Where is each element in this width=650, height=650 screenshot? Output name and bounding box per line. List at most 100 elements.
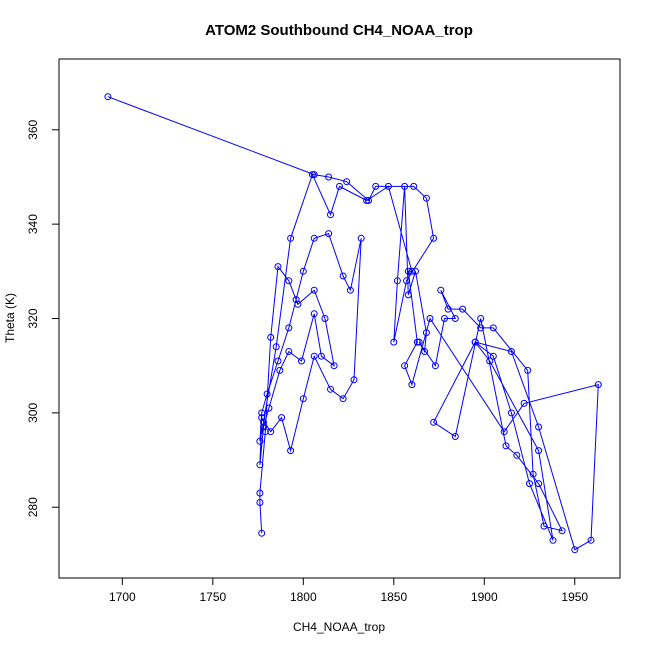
data-point: [441, 315, 448, 322]
data-point: [507, 409, 515, 417]
data-point: [325, 173, 333, 181]
data-point: [403, 277, 410, 285]
data-point: [431, 362, 439, 370]
data-point: [408, 267, 416, 275]
data-point: [408, 381, 416, 389]
data-point: [363, 197, 371, 204]
data-point: [256, 437, 264, 445]
data-point: [261, 428, 269, 436]
series-points: [104, 93, 602, 554]
data-point: [267, 333, 275, 341]
data-point: [477, 324, 485, 332]
data-point: [256, 461, 264, 469]
y-tick-label: 340: [26, 214, 40, 234]
data-point: [258, 529, 266, 537]
data-point: [327, 211, 334, 219]
data-point: [339, 272, 347, 280]
data-point: [298, 357, 305, 365]
data-point: [287, 234, 295, 242]
data-point: [520, 399, 528, 407]
data-point: [104, 93, 112, 101]
data-point: [274, 357, 282, 365]
data-point: [587, 536, 595, 544]
data-point: [426, 315, 434, 322]
data-point: [260, 423, 267, 431]
data-point: [404, 291, 412, 299]
data-point: [287, 447, 295, 455]
data-point: [343, 178, 351, 186]
x-tick-label: 1950: [561, 590, 588, 604]
data-point: [526, 480, 533, 488]
data-point: [384, 182, 392, 190]
y-axis: 280 300 320 340 360: [26, 119, 59, 517]
series-line: [107, 96, 599, 551]
data-point: [294, 300, 302, 308]
data-point: [263, 390, 271, 398]
data-point: [285, 324, 293, 332]
data-point: [258, 414, 266, 422]
x-tick-label: 1900: [471, 590, 498, 604]
y-tick-label: 300: [26, 403, 40, 423]
data-point: [258, 409, 266, 417]
data-point: [401, 362, 409, 370]
data-point: [404, 267, 412, 275]
data-point: [299, 267, 307, 275]
data-point: [260, 418, 267, 426]
data-point: [310, 310, 318, 318]
data-point: [393, 277, 401, 285]
data-point: [430, 234, 438, 242]
data-point: [390, 338, 398, 346]
y-tick-label: 360: [26, 119, 40, 139]
data-point: [346, 286, 354, 294]
y-tick-label: 280: [26, 497, 40, 517]
data-point: [413, 338, 421, 346]
data-point: [336, 182, 343, 190]
x-axis-label: CH4_NOAA_trop: [293, 620, 385, 634]
data-point: [471, 338, 479, 346]
data-point: [272, 343, 280, 351]
data-point: [310, 352, 318, 360]
data-point: [451, 315, 459, 322]
data-point: [422, 329, 430, 337]
x-tick-label: 1800: [290, 590, 317, 604]
data-point: [321, 315, 329, 322]
data-point: [571, 546, 579, 554]
chart-title: ATOM2 Southbound CH4_NOAA_trop: [205, 22, 473, 39]
data-point: [327, 385, 334, 393]
data-point: [489, 324, 497, 332]
data-point: [410, 182, 418, 190]
data-point: [325, 230, 333, 238]
data-point: [535, 447, 543, 455]
data-point: [500, 428, 508, 436]
data-point: [310, 234, 318, 242]
data-point: [265, 404, 273, 412]
data-point: [365, 197, 372, 204]
x-tick-label: 1850: [380, 590, 407, 604]
y-axis-label: Theta (K): [3, 293, 17, 343]
data-point: [513, 451, 521, 459]
data-point: [317, 352, 325, 360]
data-point: [256, 489, 264, 497]
x-axis: 1700 1750 1800 1850 1900 1950: [109, 578, 588, 604]
data-point: [549, 536, 557, 544]
data-point: [444, 305, 452, 313]
data-point: [350, 376, 358, 384]
data-point: [540, 522, 548, 530]
data-point: [372, 182, 380, 190]
data-point: [292, 296, 300, 304]
data-point: [422, 194, 430, 202]
data-point: [489, 352, 497, 360]
data-point: [308, 171, 316, 179]
data-point: [299, 395, 307, 403]
data-point: [529, 470, 537, 478]
data-point: [276, 366, 284, 374]
data-point: [330, 362, 338, 370]
data-point: [502, 442, 510, 450]
y-tick-label: 320: [26, 308, 40, 328]
data-point: [558, 527, 566, 535]
data-point: [535, 480, 543, 488]
data-point: [524, 366, 532, 374]
data-point: [256, 499, 264, 506]
data-point: [412, 267, 419, 275]
